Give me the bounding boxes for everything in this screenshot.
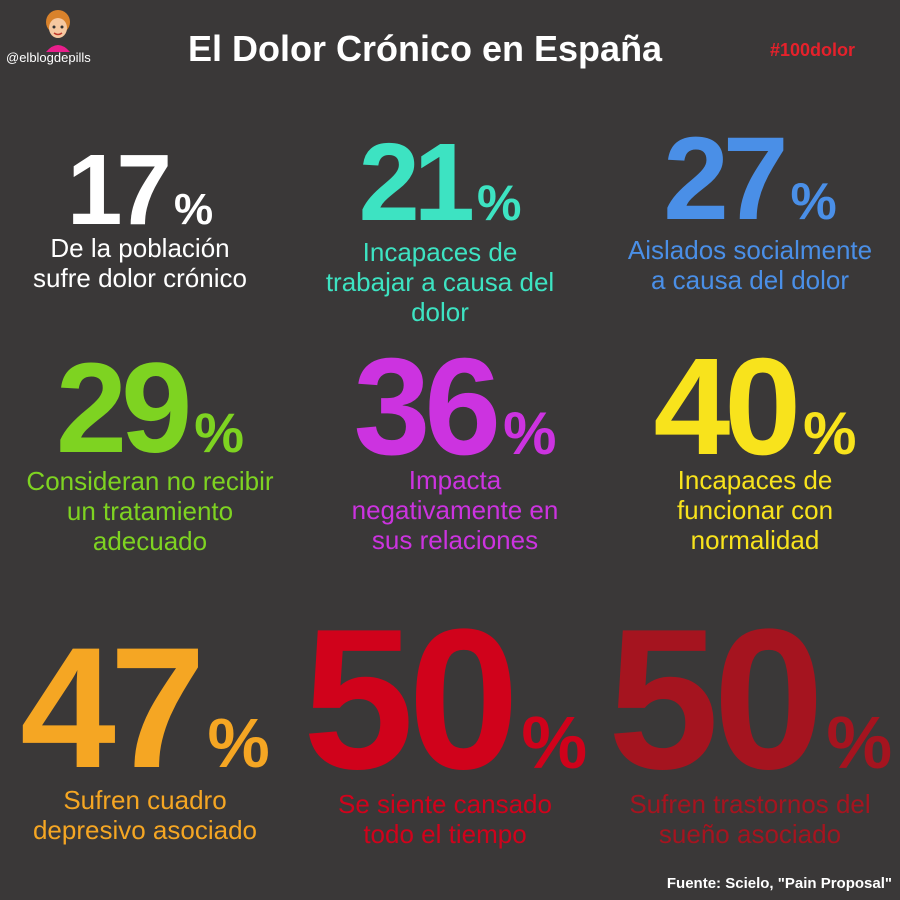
stat-sleep: 50% Sufren trastornos del sueño asociado bbox=[600, 600, 900, 850]
stat-value: 47 bbox=[20, 612, 205, 804]
page-title: El Dolor Crónico en España bbox=[188, 28, 663, 69]
stat-description: Sufren trastornos del sueño asociado bbox=[629, 789, 871, 849]
stat-unit: % bbox=[194, 401, 245, 464]
stat-value: 50 bbox=[607, 588, 824, 811]
stat-value: 36 bbox=[353, 330, 501, 484]
avatar-icon bbox=[46, 10, 70, 52]
stat-description: De la población sufre dolor crónico bbox=[33, 233, 247, 293]
stat-number: 50% bbox=[295, 600, 595, 800]
stat-unit: % bbox=[476, 175, 522, 231]
author-handle: @elblogdepills bbox=[6, 50, 91, 65]
stat-number: 17% bbox=[0, 140, 280, 240]
stat-description: Incapaces de trabajar a causa del dolor bbox=[325, 237, 555, 327]
stat-population: 17% De la población sufre dolor crónico bbox=[0, 140, 280, 294]
stat-unit: % bbox=[826, 701, 893, 784]
stat-description: Sufren cuadro depresivo asociado bbox=[32, 785, 258, 845]
stat-value: 40 bbox=[653, 330, 801, 484]
stat-number: 50% bbox=[600, 600, 900, 800]
stat-description: Impacta negativamente en sus relaciones bbox=[351, 465, 559, 555]
source-credit: Fuente: Scielo, "Pain Proposal" bbox=[666, 875, 892, 892]
stat-description: Consideran no recibir un tratamiento adecu… bbox=[26, 466, 274, 556]
stat-treatment: 29% Consideran no recibir un tratamiento a… bbox=[0, 345, 300, 557]
stat-number: 36% bbox=[310, 338, 600, 476]
stat-number: 47% bbox=[0, 622, 290, 794]
hashtag: #100dolor bbox=[770, 40, 856, 60]
stat-normal-function: 40% Incapaces de funcionar con normalidad bbox=[610, 338, 900, 556]
stat-unit: % bbox=[521, 701, 588, 784]
stat-description: Incapaces de funcionar con normalidad bbox=[676, 465, 834, 555]
stat-value: 50 bbox=[302, 588, 519, 811]
stat-unit: % bbox=[803, 400, 857, 467]
stat-value: 21 bbox=[358, 121, 475, 244]
stat-isolated: 27% Aislados socialmente a causa del dolo… bbox=[600, 120, 900, 296]
stat-unit: % bbox=[790, 173, 837, 231]
stat-value: 27 bbox=[663, 113, 788, 245]
stat-number: 40% bbox=[610, 338, 900, 476]
stat-number: 27% bbox=[600, 120, 900, 238]
header: @elblogdepills El Dolor Crónico en Españ… bbox=[0, 0, 900, 110]
stat-depressive: 47% Sufren cuadro depresivo asociado bbox=[0, 622, 290, 846]
stat-relationships: 36% Impacta negativamente en sus relacione… bbox=[310, 338, 600, 556]
stat-value: 17 bbox=[66, 134, 172, 246]
stat-description: Se siente cansado todo el tiempo bbox=[338, 789, 552, 849]
stat-unit: % bbox=[207, 704, 270, 782]
stat-number: 21% bbox=[295, 128, 585, 238]
stat-tired: 50% Se siente cansado todo el tiempo bbox=[295, 600, 595, 850]
stat-description: Aislados socialmente a causa del dolor bbox=[627, 235, 873, 295]
stat-unit: % bbox=[503, 400, 557, 467]
stat-unable-work: 21% Incapaces de trabajar a causa del dolo… bbox=[295, 128, 585, 328]
stat-value: 29 bbox=[55, 337, 192, 480]
stat-number: 29% bbox=[0, 345, 300, 473]
stat-unit: % bbox=[174, 185, 214, 234]
